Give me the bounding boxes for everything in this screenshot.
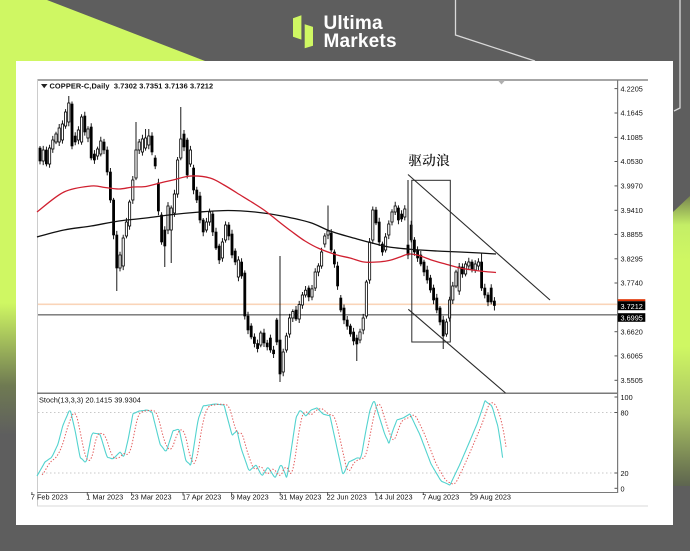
svg-text:29 Aug 2023: 29 Aug 2023 [470, 493, 511, 502]
svg-text:3.6065: 3.6065 [621, 352, 643, 361]
svg-text:3.9970: 3.9970 [621, 182, 643, 191]
svg-text:14 Jul 2023: 14 Jul 2023 [375, 493, 413, 502]
svg-text:80: 80 [621, 409, 629, 418]
svg-text:3.7740: 3.7740 [621, 279, 643, 288]
svg-text:9 May 2023: 9 May 2023 [231, 493, 269, 502]
svg-text:31 May 2023: 31 May 2023 [279, 493, 321, 502]
svg-text:7 Aug 2023: 7 Aug 2023 [422, 493, 459, 502]
svg-text:1 Mar 2023: 1 Mar 2023 [86, 493, 123, 502]
svg-text:4.1645: 4.1645 [621, 109, 643, 118]
svg-text:3.5505: 3.5505 [621, 376, 643, 385]
svg-text:22 Jun 2023: 22 Jun 2023 [327, 493, 367, 502]
svg-text:4.1085: 4.1085 [621, 133, 643, 142]
svg-text:3.9410: 3.9410 [621, 206, 643, 215]
svg-text:COPPER-C,Daily 3.7302 3.7351: COPPER-C,Daily 3.7302 3.7351 3.7136 3.72… [50, 82, 214, 91]
svg-text:7 Feb 2023: 7 Feb 2023 [31, 493, 68, 502]
svg-text:4.0530: 4.0530 [621, 157, 643, 166]
svg-text:3.8855: 3.8855 [621, 230, 643, 239]
svg-text:4.2205: 4.2205 [621, 84, 643, 93]
svg-text:23 Mar 2023: 23 Mar 2023 [131, 493, 172, 502]
svg-text:3.7212: 3.7212 [621, 302, 643, 311]
svg-text:3.6620: 3.6620 [621, 327, 643, 336]
svg-text:20: 20 [621, 469, 629, 478]
svg-text:17 Apr 2023: 17 Apr 2023 [182, 493, 221, 502]
svg-text:3.8295: 3.8295 [621, 255, 643, 264]
svg-text:Stoch(13,3,3) 20.1415 39.9304: Stoch(13,3,3) 20.1415 39.9304 [39, 396, 141, 405]
svg-text:100: 100 [621, 393, 633, 402]
svg-text:0: 0 [621, 485, 625, 494]
svg-text:3.6995: 3.6995 [621, 313, 643, 322]
